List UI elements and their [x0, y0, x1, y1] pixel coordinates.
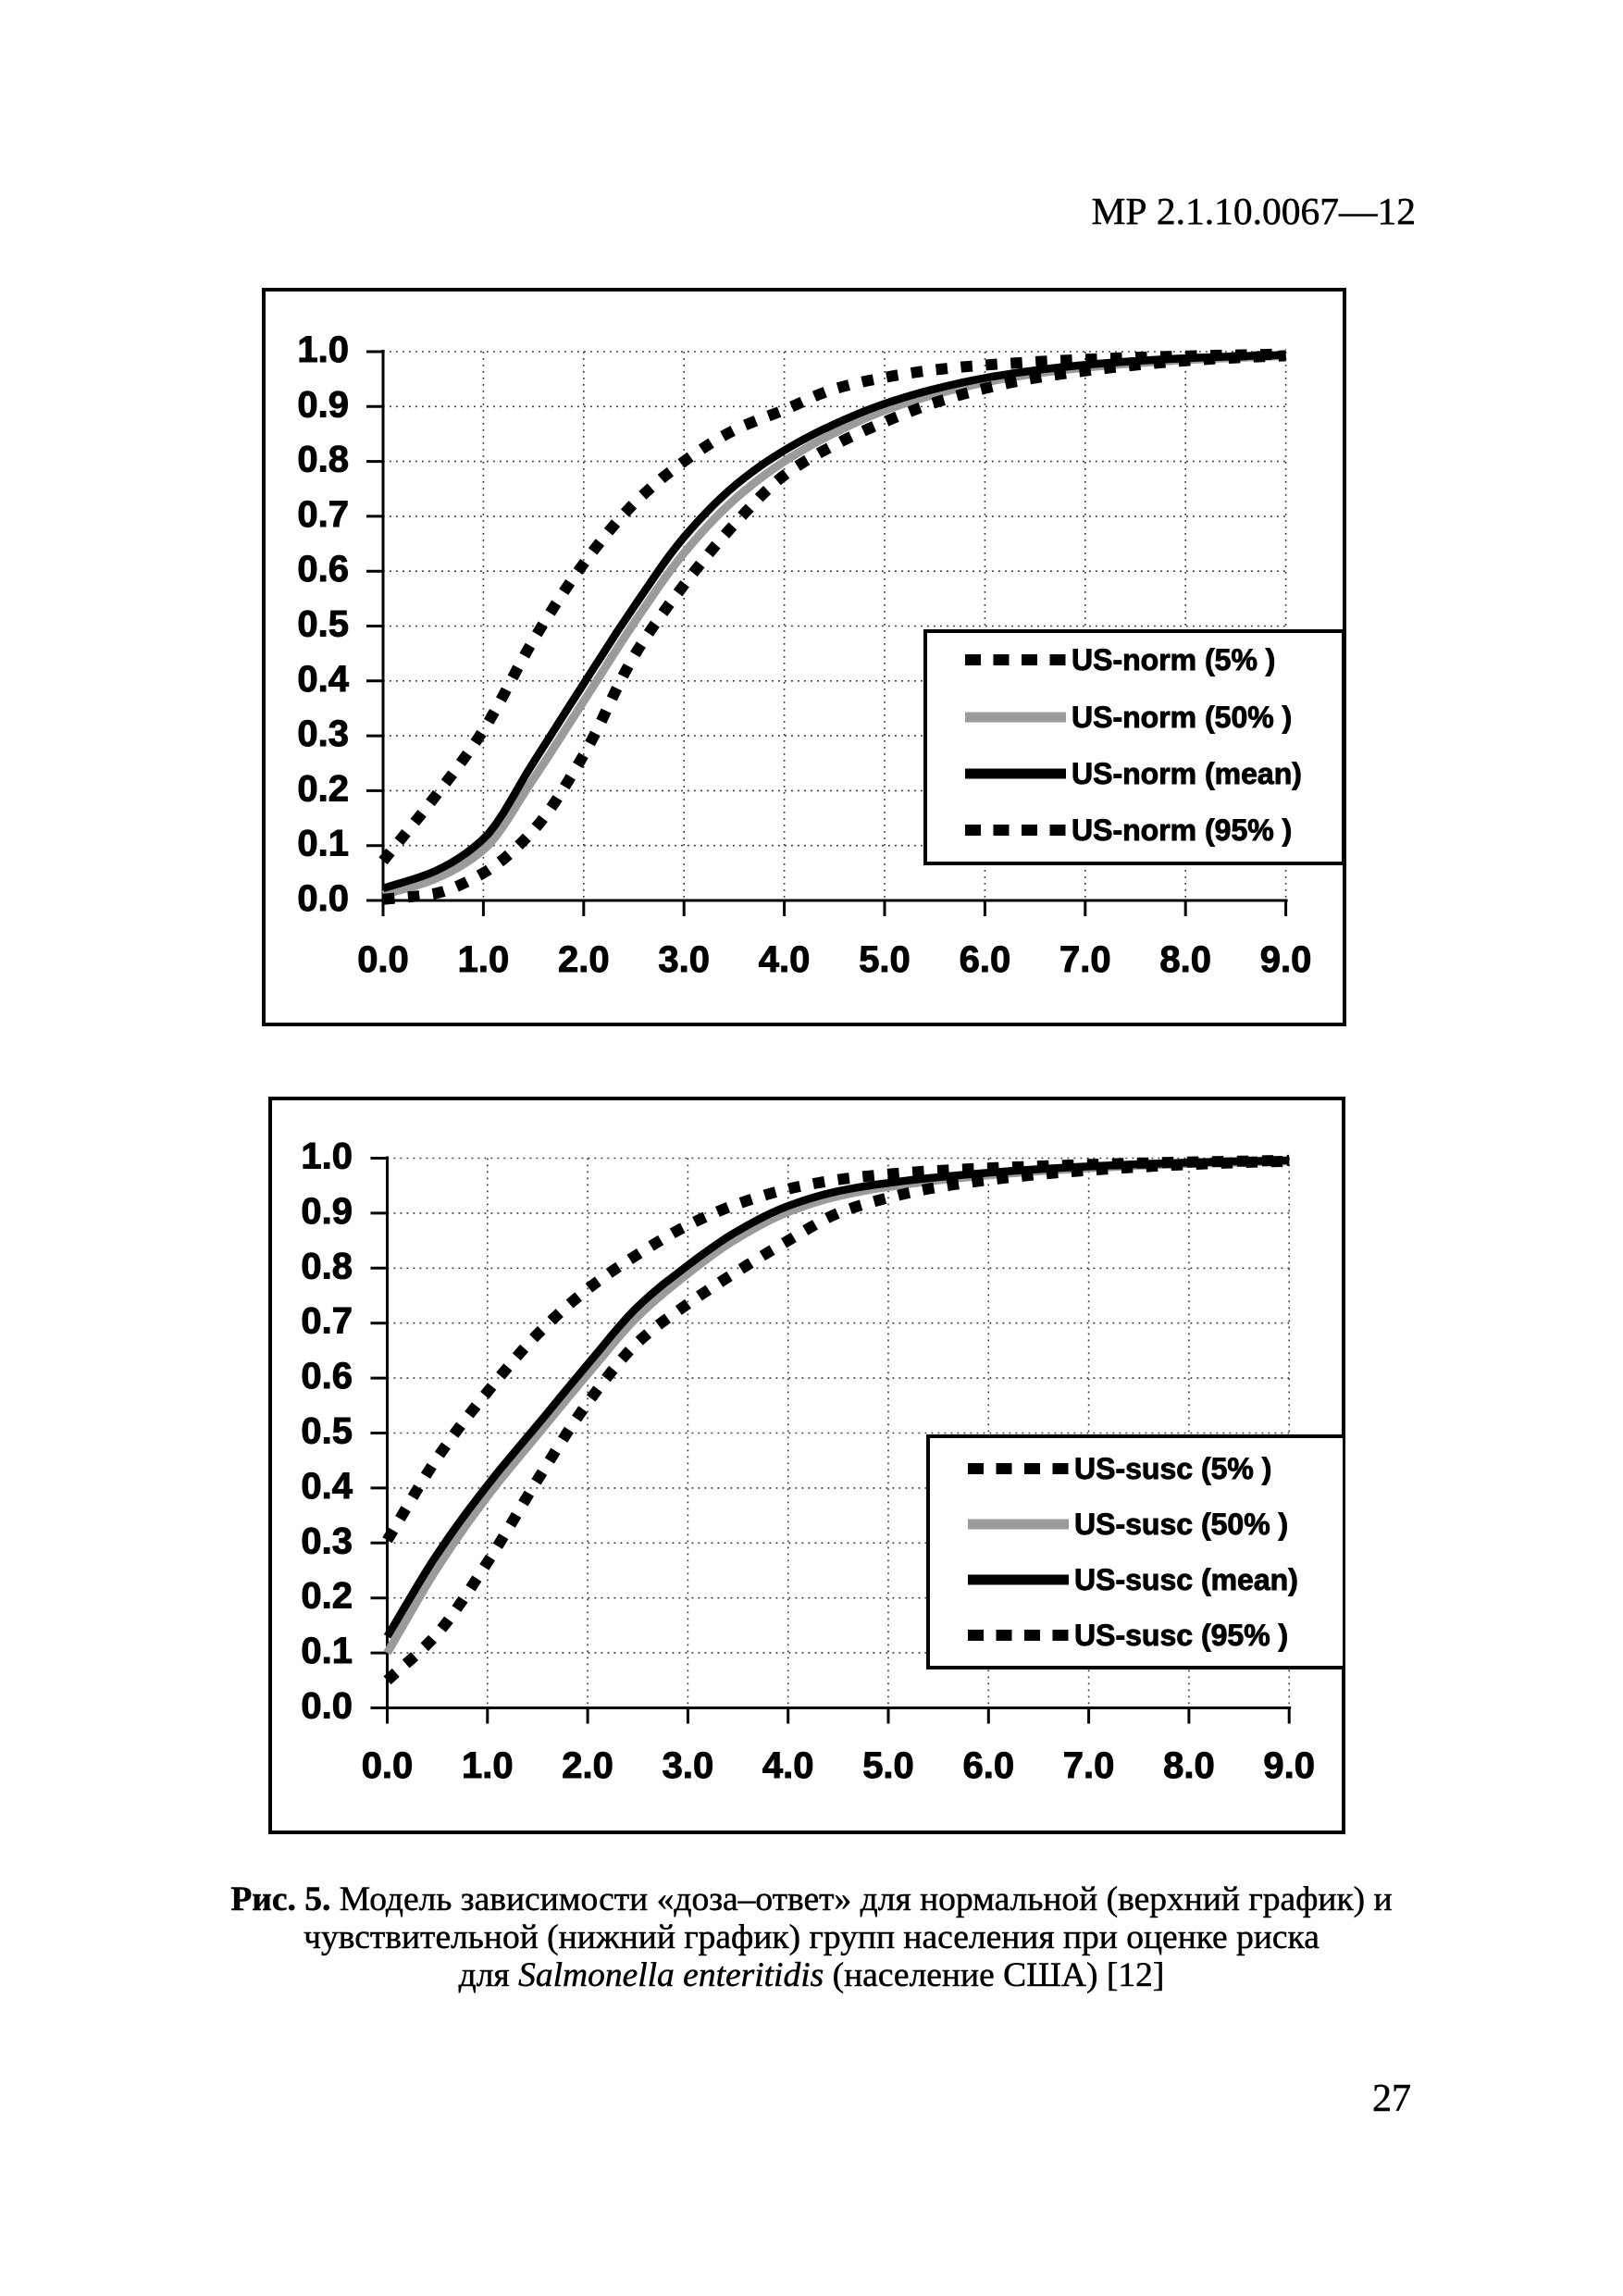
svg-text:1.0: 1.0: [301, 1136, 353, 1177]
svg-text:7.0: 7.0: [1059, 939, 1111, 980]
svg-text:0.8: 0.8: [297, 440, 349, 480]
svg-text:6.0: 6.0: [960, 939, 1011, 980]
svg-text:0.3: 0.3: [301, 1520, 353, 1561]
svg-text:1.0: 1.0: [297, 329, 349, 370]
svg-text:5.0: 5.0: [862, 1745, 914, 1786]
svg-text:4.0: 4.0: [759, 939, 811, 980]
svg-text:US-norm (5% ): US-norm (5% ): [1072, 643, 1275, 676]
svg-text:1.0: 1.0: [458, 939, 510, 980]
svg-text:0.5: 0.5: [301, 1411, 353, 1452]
svg-text:2.0: 2.0: [562, 1745, 613, 1786]
svg-text:0.0: 0.0: [297, 878, 349, 919]
svg-text:0.8: 0.8: [301, 1246, 353, 1286]
svg-text:US-norm (95% ): US-norm (95% ): [1072, 813, 1292, 847]
svg-text:US-susc (50% ): US-susc (50% ): [1074, 1508, 1288, 1541]
svg-text:0.4: 0.4: [301, 1466, 353, 1507]
svg-text:0.3: 0.3: [297, 714, 349, 754]
svg-text:0.0: 0.0: [362, 1745, 414, 1786]
svg-text:0.7: 0.7: [301, 1301, 353, 1342]
svg-text:3.0: 3.0: [658, 939, 710, 980]
svg-text:0.9: 0.9: [297, 384, 349, 425]
svg-text:US-norm (50% ): US-norm (50% ): [1072, 701, 1292, 734]
svg-text:0.5: 0.5: [297, 604, 349, 645]
svg-text:0.0: 0.0: [357, 939, 409, 980]
svg-text:0.7: 0.7: [297, 494, 349, 535]
svg-text:9.0: 9.0: [1263, 1745, 1315, 1786]
svg-text:0.4: 0.4: [297, 659, 349, 700]
svg-text:0.6: 0.6: [301, 1356, 353, 1396]
svg-text:3.0: 3.0: [663, 1745, 714, 1786]
svg-text:US-norm (mean): US-norm (mean): [1072, 757, 1302, 790]
svg-text:0.1: 0.1: [297, 824, 349, 864]
svg-text:6.0: 6.0: [962, 1745, 1014, 1786]
svg-text:9.0: 9.0: [1260, 939, 1312, 980]
svg-text:0.9: 0.9: [301, 1191, 353, 1232]
svg-text:US-susc (mean): US-susc (mean): [1074, 1563, 1298, 1596]
svg-text:5.0: 5.0: [859, 939, 911, 980]
svg-text:2.0: 2.0: [558, 939, 610, 980]
svg-text:7.0: 7.0: [1063, 1745, 1115, 1786]
svg-text:8.0: 8.0: [1163, 1745, 1215, 1786]
svg-text:8.0: 8.0: [1159, 939, 1211, 980]
svg-text:0.2: 0.2: [297, 768, 349, 809]
svg-text:0.1: 0.1: [301, 1631, 353, 1671]
svg-text:4.0: 4.0: [762, 1745, 814, 1786]
svg-text:0.2: 0.2: [301, 1576, 353, 1617]
svg-text:1.0: 1.0: [462, 1745, 514, 1786]
svg-text:US-susc (95% ): US-susc (95% ): [1074, 1619, 1288, 1652]
svg-text:US-susc (5% ): US-susc (5% ): [1074, 1452, 1271, 1485]
svg-text:0.0: 0.0: [301, 1686, 353, 1727]
svg-text:0.6: 0.6: [297, 549, 349, 590]
